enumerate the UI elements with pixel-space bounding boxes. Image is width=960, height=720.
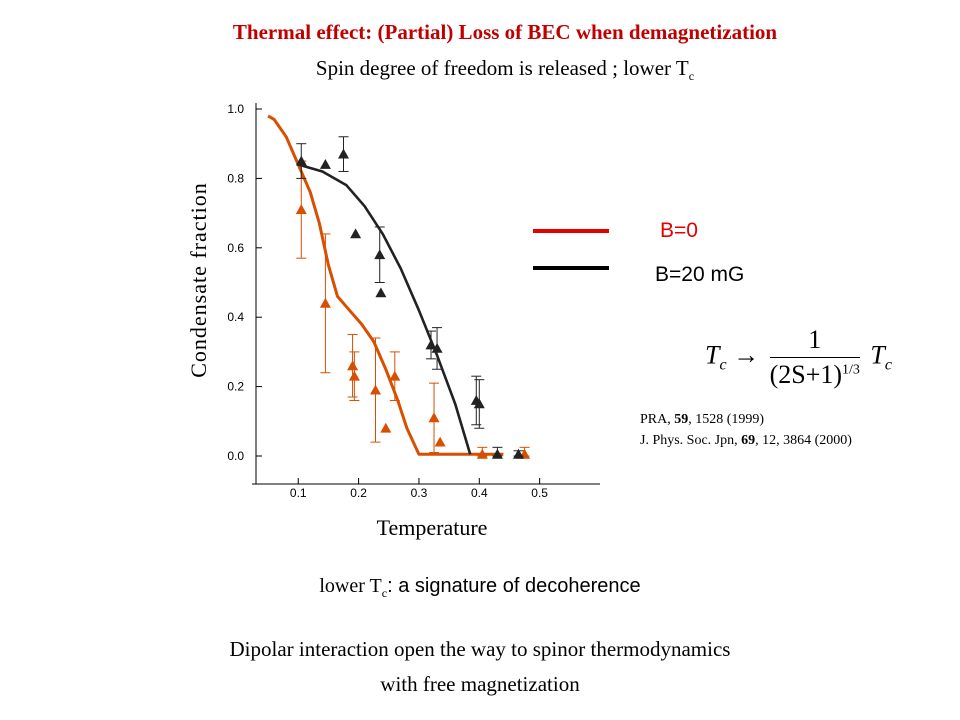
point-s1-p2 (338, 148, 349, 159)
point-s1-p10 (491, 448, 503, 459)
formula-denominator-base: (2S+1) (769, 360, 843, 389)
x-tick-label-1: 0.2 (350, 486, 367, 500)
point-s0-p3 (348, 370, 360, 381)
x-tick-label-4: 0.5 (531, 486, 548, 500)
decoherence-note: lower Tc: a signature of decoherence (0, 575, 960, 601)
slide-subtitle: Spin degree of freedom is released ; low… (0, 56, 960, 84)
subtitle-subscript: c (688, 69, 695, 84)
point-s0-p1 (319, 297, 331, 308)
point-s0-p9 (476, 448, 488, 459)
point-s0-p5 (380, 422, 392, 433)
footer-line-1: Dipolar interaction open the way to spin… (229, 637, 731, 661)
slide-title: Thermal effect: (Partial) Loss of BEC wh… (232, 20, 778, 44)
curve-series-1 (297, 163, 472, 455)
formula-denominator: (2S+1)1/3 (770, 358, 860, 390)
point-s0-p7 (428, 412, 440, 423)
y-tick-label-3: 0.6 (227, 241, 244, 255)
point-s1-p11 (513, 448, 524, 459)
point-s0-p2 (347, 360, 359, 371)
curve-series-0 (267, 114, 504, 456)
ref1-journal: PRA, (640, 412, 675, 427)
tc-formula: Tc → 1 (2S+1)1/3 Tc (705, 325, 892, 390)
ref2-volume: 69 (741, 433, 756, 448)
formula-lhs: T (705, 340, 720, 370)
note-rest: : a signature of decoherence (387, 575, 641, 597)
footer-line-2: with free magnetization (380, 672, 580, 696)
x-tick-label-3: 0.4 (471, 486, 488, 500)
point-s1-p5 (375, 287, 387, 298)
legend-label-b0: B=0 (660, 219, 698, 242)
point-s1-p3 (350, 228, 362, 239)
formula-numerator: 1 (769, 325, 860, 358)
formula-lhs-sub: c (719, 356, 727, 374)
point-s1-p0 (295, 155, 307, 166)
y-tick-label-2: 0.4 (227, 310, 244, 324)
x-tick-label-2: 0.3 (411, 486, 428, 500)
chart-curves (267, 114, 504, 456)
legend-label-b20: B=20 mG (655, 263, 745, 286)
point-s1-p4 (374, 249, 386, 260)
subtitle-text: Spin degree of freedom is released ; low… (315, 56, 689, 80)
reference-pra: PRA, 59, 1528 (1999) (640, 412, 764, 428)
chart-marks (295, 136, 531, 459)
legend-line-b0 (533, 229, 609, 233)
point-s1-p7 (431, 342, 443, 353)
y-axis-title: Condensate fraction (186, 182, 211, 378)
point-s0-p0 (295, 204, 307, 214)
formula-fraction: 1 (2S+1)1/3 (769, 325, 860, 390)
reference-jpsj: J. Phys. Soc. Jpn, 69, 12, 3864 (2000) (640, 433, 852, 449)
note-subscript: c (381, 586, 388, 600)
ref2-pages: , 12, 3864 (2000) (755, 433, 852, 448)
ref1-pages: , 1528 (1999) (688, 412, 765, 427)
point-s1-p9 (473, 398, 485, 409)
y-tick-label-0: 0.0 (227, 449, 244, 463)
y-tick-label-1: 0.2 (227, 380, 244, 394)
note-prefix: lower T (319, 575, 382, 597)
formula-rhs: T (870, 340, 885, 370)
ref1-volume: 59 (674, 412, 689, 427)
point-s0-p4 (370, 384, 381, 395)
point-s1-p1 (319, 159, 331, 169)
chart-labels: 0.0 0.2 0.4 0.6 0.8 1.0 0.1 0.2 0.3 0.4 0.5 Tempera… (186, 102, 548, 540)
ref2-journal: J. Phys. Soc. Jpn, (640, 433, 742, 448)
formula-arrow: → (733, 340, 760, 370)
y-tick-label-4: 0.8 (227, 171, 244, 185)
y-tick-label-5: 1.0 (227, 102, 244, 116)
point-s1-p6 (425, 339, 437, 350)
point-s0-p8 (434, 436, 446, 447)
x-axis-title: Temperature (377, 515, 488, 540)
legend-line-b20 (533, 266, 609, 270)
chart-axes (252, 103, 600, 485)
formula-rhs-sub: c (884, 356, 892, 374)
point-s0-p6 (389, 370, 401, 381)
x-tick-label-0: 0.1 (290, 486, 307, 500)
formula-denominator-exp: 1/3 (842, 362, 860, 378)
